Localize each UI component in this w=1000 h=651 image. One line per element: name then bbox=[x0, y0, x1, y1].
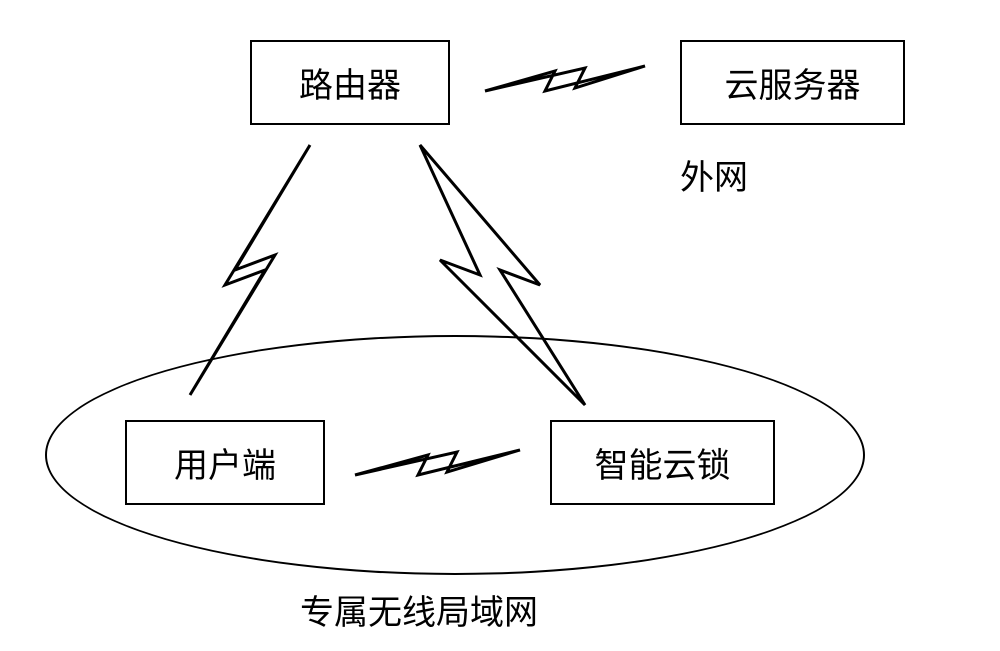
private-wlan-label: 专属无线局域网 bbox=[300, 585, 538, 634]
client-label: 用户端 bbox=[174, 438, 276, 487]
router-cloud-connector bbox=[480, 56, 650, 106]
cloud-server-node: 云服务器 bbox=[680, 40, 905, 125]
external-net-label: 外网 bbox=[680, 150, 748, 199]
router-label: 路由器 bbox=[299, 58, 401, 107]
smart-lock-node: 智能云锁 bbox=[550, 420, 775, 505]
router-smartlock-connector bbox=[370, 140, 600, 410]
router-node: 路由器 bbox=[250, 40, 450, 125]
cloud-server-label: 云服务器 bbox=[725, 58, 861, 107]
smart-lock-label: 智能云锁 bbox=[595, 438, 731, 487]
client-smartlock-connector bbox=[350, 440, 525, 490]
router-client-connector bbox=[180, 140, 330, 400]
client-node: 用户端 bbox=[125, 420, 325, 505]
